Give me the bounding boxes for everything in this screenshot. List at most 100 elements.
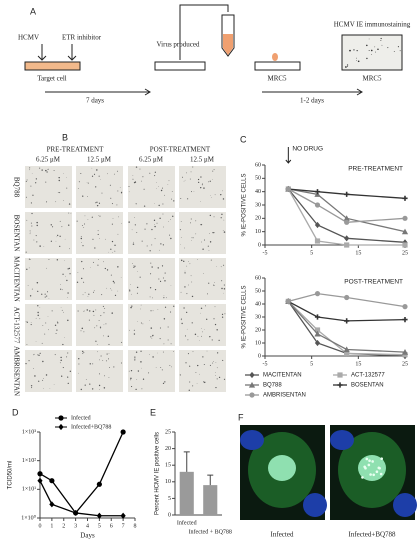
- speck: [80, 330, 82, 332]
- speck: [196, 364, 199, 367]
- marker: [314, 238, 321, 244]
- x-tick-label: Infected + BQ788: [189, 528, 232, 535]
- speck: [37, 305, 39, 307]
- speck: [214, 323, 217, 326]
- x-tick-label: -5: [263, 361, 268, 367]
- speck: [186, 265, 188, 267]
- marker: [314, 291, 321, 297]
- speck: [203, 187, 205, 189]
- speck: [163, 297, 165, 299]
- speck: [143, 188, 145, 190]
- speck: [152, 310, 154, 312]
- speck: [216, 352, 219, 354]
- speck: [82, 311, 84, 312]
- speck: [150, 310, 152, 312]
- speck: [68, 203, 71, 205]
- speck: [39, 245, 41, 247]
- speck: [180, 319, 182, 321]
- speck: [154, 203, 155, 204]
- speck: [374, 46, 376, 48]
- speck: [206, 293, 208, 295]
- speck: [221, 313, 224, 315]
- speck: [191, 191, 192, 193]
- row-label: AMBRISENTAN: [12, 346, 20, 396]
- series-line: [39, 431, 124, 515]
- speck: [100, 179, 102, 180]
- speck: [88, 293, 90, 295]
- dose-label: 6.25 μM: [139, 156, 164, 164]
- speck: [80, 237, 83, 240]
- y-tick-label: 40: [255, 189, 261, 195]
- speck: [168, 221, 169, 222]
- speck: [184, 335, 187, 337]
- speck: [160, 243, 162, 245]
- marker: [37, 477, 43, 484]
- speck: [134, 356, 136, 358]
- speck: [180, 244, 181, 245]
- speck: [103, 387, 106, 389]
- speck: [195, 371, 197, 373]
- speck: [164, 194, 165, 196]
- speck: [199, 373, 200, 375]
- speck: [380, 37, 382, 40]
- speck: [197, 335, 199, 337]
- legend-label: BQ788: [263, 383, 282, 389]
- speck: [201, 331, 203, 333]
- speck: [183, 180, 185, 182]
- speck: [368, 38, 370, 40]
- speck: [107, 173, 108, 175]
- speck: [113, 366, 115, 368]
- speck: [89, 363, 91, 365]
- speck: [169, 234, 171, 236]
- micrograph: [76, 258, 123, 300]
- speck: [105, 323, 107, 325]
- speck: [150, 327, 153, 329]
- speck: [63, 311, 64, 313]
- speck: [83, 351, 85, 353]
- speck: [200, 201, 202, 202]
- speck: [371, 54, 372, 55]
- speck: [216, 367, 218, 369]
- micrograph: [179, 258, 226, 300]
- speck: [187, 353, 190, 355]
- speck: [37, 354, 39, 356]
- marker: [402, 195, 408, 201]
- speck: [201, 328, 203, 329]
- speck: [80, 236, 82, 237]
- speck: [44, 333, 46, 335]
- speck: [144, 228, 146, 230]
- y-axis-label: Percent HCMV IE positive cells: [155, 432, 161, 515]
- speck: [82, 352, 84, 354]
- speck: [30, 324, 32, 326]
- speck: [201, 223, 203, 225]
- speck: [104, 308, 106, 309]
- speck: [76, 281, 79, 283]
- speck: [35, 317, 37, 319]
- speck: [154, 225, 156, 228]
- speck: [371, 460, 374, 463]
- speck: [196, 383, 198, 384]
- arrow: [179, 4, 229, 60]
- speck: [356, 50, 358, 52]
- speck: [91, 388, 94, 390]
- nucleus: [393, 493, 417, 517]
- speck: [111, 312, 113, 314]
- speck: [203, 381, 206, 384]
- speck: [104, 267, 106, 270]
- speck: [202, 356, 204, 358]
- speck: [120, 191, 123, 194]
- speck: [372, 473, 375, 477]
- speck: [31, 288, 33, 290]
- speck: [45, 374, 48, 376]
- speck: [84, 223, 86, 225]
- speck: [209, 214, 212, 217]
- speck: [207, 181, 209, 183]
- speck: [136, 292, 138, 294]
- speck: [211, 339, 213, 341]
- panel-label: D: [12, 407, 19, 417]
- nucleus: [268, 455, 296, 481]
- speck: [173, 200, 175, 202]
- speck: [207, 245, 209, 247]
- speck: [221, 213, 223, 216]
- marker: [337, 372, 343, 378]
